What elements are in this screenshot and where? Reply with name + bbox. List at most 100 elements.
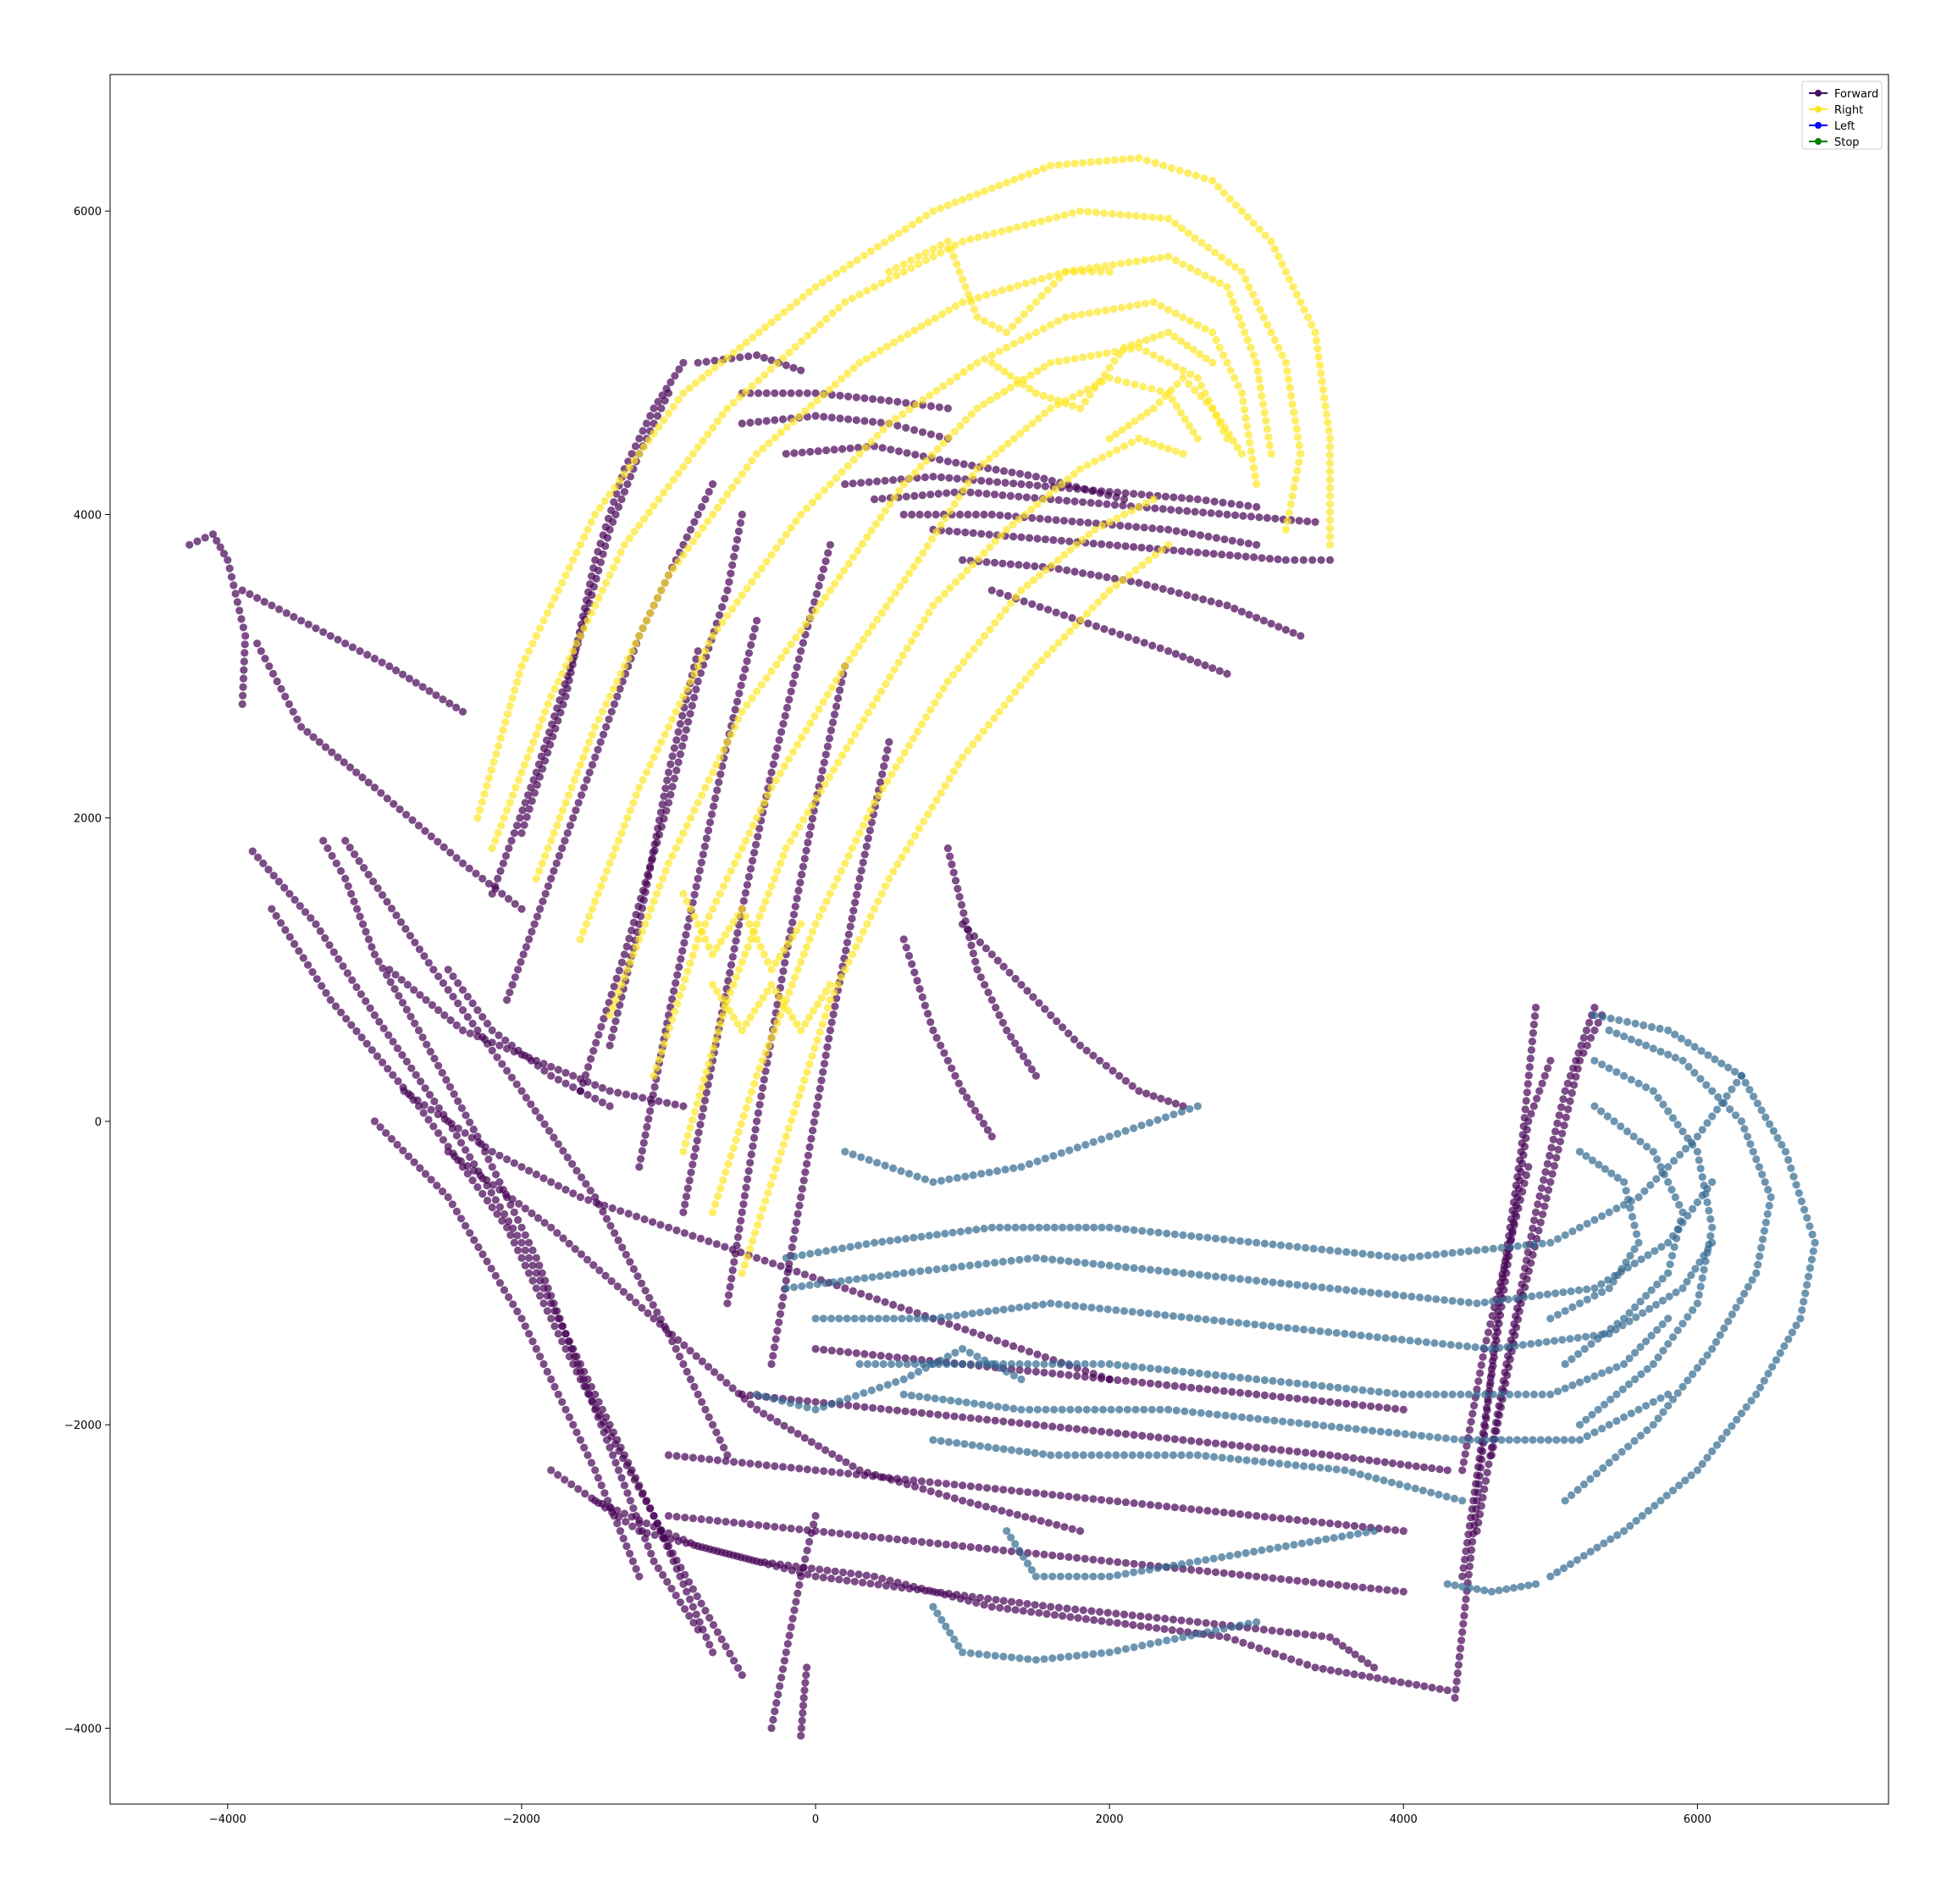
data-point	[815, 912, 824, 921]
data-point	[605, 715, 613, 723]
data-point	[1506, 1390, 1514, 1398]
data-point	[1291, 475, 1300, 484]
data-point	[694, 1390, 702, 1398]
data-point	[584, 1196, 593, 1204]
data-point	[500, 1286, 509, 1294]
data-point	[631, 639, 640, 648]
data-point	[1244, 1511, 1253, 1519]
data-point	[805, 935, 814, 944]
data-point	[946, 852, 954, 861]
data-point	[1519, 1151, 1528, 1160]
data-point	[974, 293, 982, 302]
data-point	[1135, 502, 1143, 512]
data-point	[1399, 1405, 1407, 1414]
data-point	[658, 800, 666, 809]
data-point	[968, 1441, 976, 1449]
data-point	[791, 342, 799, 351]
data-point	[819, 1573, 827, 1582]
data-point	[873, 1295, 882, 1303]
data-point	[1435, 1465, 1444, 1474]
data-point	[745, 829, 754, 838]
data-point	[1496, 1311, 1505, 1320]
data-point	[721, 595, 729, 603]
data-point	[935, 1489, 943, 1498]
data-point	[1230, 263, 1240, 271]
data-point	[814, 492, 823, 501]
data-point	[1338, 1532, 1347, 1541]
data-point	[935, 691, 943, 700]
data-point	[792, 517, 800, 526]
data-point	[1651, 1502, 1659, 1510]
data-point	[1208, 664, 1217, 672]
data-point	[1561, 1087, 1569, 1095]
data-point	[869, 351, 877, 359]
data-point	[792, 1218, 801, 1226]
data-point	[602, 700, 611, 709]
data-point	[1522, 1134, 1530, 1143]
data-point	[1577, 1041, 1585, 1049]
data-point	[826, 889, 835, 898]
data-point	[679, 1102, 688, 1110]
data-point	[1756, 1383, 1765, 1392]
data-point	[525, 1238, 534, 1247]
data-point	[762, 1522, 771, 1530]
data-point	[741, 665, 749, 673]
data-point	[1348, 1331, 1358, 1339]
data-point	[1171, 256, 1180, 264]
data-point	[1089, 1051, 1098, 1060]
data-point	[854, 546, 862, 555]
data-point	[587, 1054, 595, 1063]
data-point	[1214, 599, 1224, 608]
data-point	[982, 291, 991, 299]
data-point	[693, 1592, 701, 1601]
data-point	[556, 814, 564, 822]
data-point	[695, 1092, 704, 1100]
data-point	[875, 791, 883, 800]
data-point	[1053, 317, 1062, 325]
data-point	[1518, 1160, 1527, 1168]
data-point	[503, 806, 512, 815]
data-point	[892, 763, 900, 772]
data-point	[1341, 1453, 1350, 1461]
data-point	[1401, 1430, 1409, 1438]
data-point	[937, 204, 945, 213]
data-point	[760, 950, 768, 959]
data-point	[416, 1164, 424, 1172]
data-point	[1425, 1432, 1434, 1441]
data-point	[1130, 543, 1138, 551]
data-point	[746, 1400, 755, 1409]
data-point	[964, 510, 972, 519]
data-point	[1249, 351, 1258, 359]
data-point	[1487, 1587, 1496, 1596]
data-point	[809, 927, 817, 936]
data-point	[1458, 1572, 1467, 1580]
data-point	[738, 1390, 746, 1398]
data-point	[1501, 1379, 1510, 1387]
data-point	[1237, 1413, 1246, 1421]
data-point	[803, 1160, 811, 1168]
data-point	[1105, 434, 1114, 443]
data-point	[1306, 1538, 1314, 1547]
data-point	[697, 1599, 705, 1608]
data-point	[1372, 1474, 1380, 1483]
data-point	[1325, 500, 1335, 508]
data-point	[1124, 421, 1133, 430]
data-point	[452, 1132, 462, 1140]
data-point	[675, 365, 683, 374]
data-point	[492, 1171, 500, 1179]
data-point	[583, 617, 592, 625]
data-point	[418, 1033, 427, 1042]
data-point	[1009, 175, 1018, 184]
data-point	[1065, 1257, 1073, 1265]
data-point	[995, 324, 1004, 333]
data-point	[1733, 1415, 1741, 1424]
data-point	[888, 770, 896, 778]
data-point	[1528, 1038, 1536, 1046]
data-point	[1011, 688, 1020, 696]
data-point	[1022, 562, 1031, 570]
data-point	[820, 412, 828, 421]
data-point	[1115, 350, 1124, 358]
data-point	[1169, 1615, 1177, 1624]
data-point	[1473, 1527, 1481, 1536]
data-point	[1171, 363, 1180, 371]
